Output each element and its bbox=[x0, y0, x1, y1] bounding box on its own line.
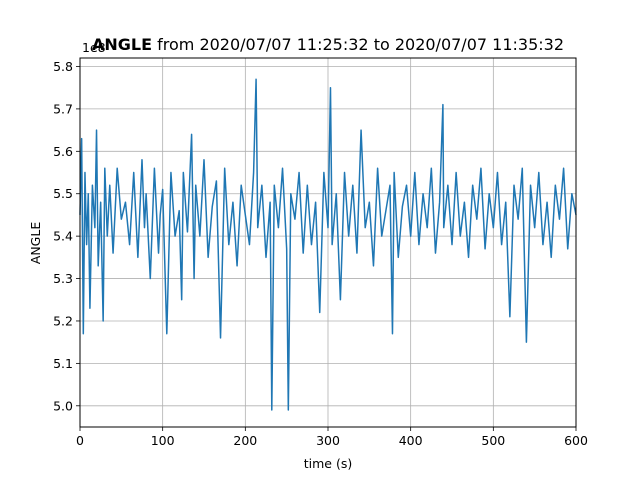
x-tick-label: 400 bbox=[399, 433, 423, 448]
y-tick-label: 5.8 bbox=[53, 59, 73, 74]
y-axis: 5.0 5.1 5.2 5.3 5.4 5.5 5.6 5.7 5.8 bbox=[53, 59, 80, 413]
x-axis: 0 100 200 300 400 500 600 bbox=[76, 427, 588, 448]
x-tick-label: 100 bbox=[151, 433, 175, 448]
data-series bbox=[79, 78, 577, 411]
chart-title-rest: from 2020/07/07 11:25:32 to 2020/07/07 1… bbox=[152, 35, 564, 54]
y-tick-label: 5.1 bbox=[53, 356, 73, 371]
x-tick-label: 200 bbox=[233, 433, 257, 448]
y-tick-label: 5.5 bbox=[53, 186, 73, 201]
chart-title: ANGLE from 2020/07/07 11:25:32 to 2020/0… bbox=[92, 35, 564, 54]
x-tick-label: 600 bbox=[564, 433, 588, 448]
y-tick-label: 5.0 bbox=[53, 398, 73, 413]
x-tick-label: 500 bbox=[481, 433, 505, 448]
x-axis-label: time (s) bbox=[304, 456, 352, 471]
x-tick-label: 300 bbox=[316, 433, 340, 448]
y-tick-label: 5.7 bbox=[53, 101, 73, 116]
y-tick-label: 5.2 bbox=[53, 313, 73, 328]
y-axis-label: ANGLE bbox=[28, 222, 43, 265]
series-line bbox=[79, 78, 577, 411]
y-tick-label: 5.3 bbox=[53, 271, 73, 286]
y-offset-text: 1e8 bbox=[82, 40, 106, 55]
x-tick-label: 0 bbox=[76, 433, 84, 448]
y-tick-label: 5.4 bbox=[53, 229, 73, 244]
y-tick-label: 5.6 bbox=[53, 144, 73, 159]
chart-title-bold: ANGLE bbox=[92, 35, 152, 54]
